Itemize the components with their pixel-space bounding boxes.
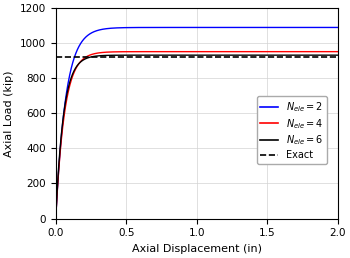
Legend: $N_{ele}=2$, $N_{ele}=4$, $N_{ele}=6$, Exact: $N_{ele}=2$, $N_{ele}=4$, $N_{ele}=6$, E… bbox=[257, 96, 327, 164]
Y-axis label: Axial Load (kip): Axial Load (kip) bbox=[4, 70, 14, 157]
X-axis label: Axial Displacement (in): Axial Displacement (in) bbox=[132, 244, 262, 254]
